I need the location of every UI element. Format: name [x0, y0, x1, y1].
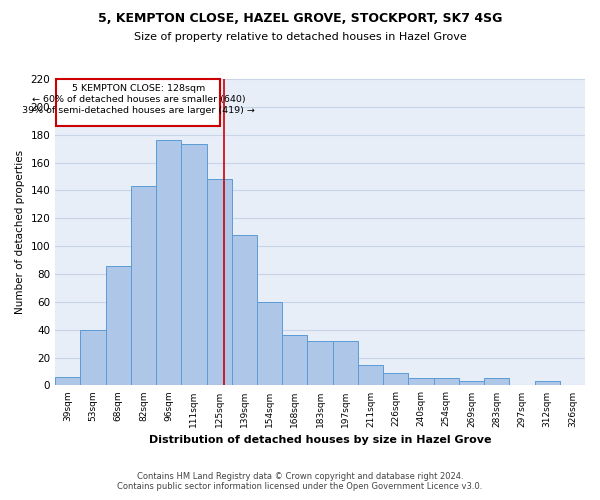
Text: 5 KEMPTON CLOSE: 128sqm: 5 KEMPTON CLOSE: 128sqm — [72, 84, 205, 92]
Bar — [55, 377, 80, 386]
Text: Contains HM Land Registry data © Crown copyright and database right 2024.: Contains HM Land Registry data © Crown c… — [137, 472, 463, 481]
Bar — [332, 341, 358, 386]
Bar — [484, 378, 509, 386]
FancyBboxPatch shape — [56, 79, 220, 126]
Bar — [307, 341, 332, 386]
Bar — [106, 266, 131, 386]
X-axis label: Distribution of detached houses by size in Hazel Grove: Distribution of detached houses by size … — [149, 435, 491, 445]
Bar — [257, 302, 282, 386]
Bar — [131, 186, 156, 386]
Y-axis label: Number of detached properties: Number of detached properties — [15, 150, 25, 314]
Bar — [409, 378, 434, 386]
Bar — [232, 235, 257, 386]
Bar — [535, 382, 560, 386]
Text: 5, KEMPTON CLOSE, HAZEL GROVE, STOCKPORT, SK7 4SG: 5, KEMPTON CLOSE, HAZEL GROVE, STOCKPORT… — [98, 12, 502, 26]
Text: 39% of semi-detached houses are larger (419) →: 39% of semi-detached houses are larger (… — [22, 106, 255, 115]
Text: Size of property relative to detached houses in Hazel Grove: Size of property relative to detached ho… — [134, 32, 466, 42]
Text: Contains public sector information licensed under the Open Government Licence v3: Contains public sector information licen… — [118, 482, 482, 491]
Bar — [156, 140, 181, 386]
Text: ← 60% of detached houses are smaller (640): ← 60% of detached houses are smaller (64… — [32, 94, 245, 104]
Bar — [181, 144, 206, 386]
Bar — [459, 382, 484, 386]
Bar — [282, 336, 307, 386]
Bar — [383, 373, 409, 386]
Bar — [358, 364, 383, 386]
Bar — [80, 330, 106, 386]
Bar — [434, 378, 459, 386]
Bar — [206, 180, 232, 386]
